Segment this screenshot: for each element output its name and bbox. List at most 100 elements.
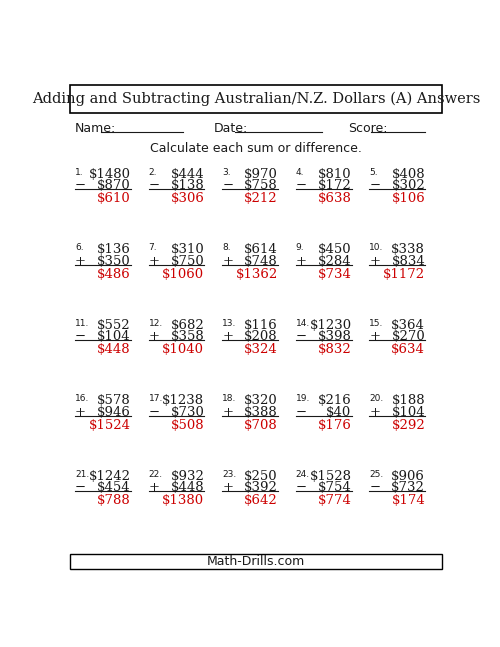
Text: −: − [148, 179, 160, 192]
Text: $358: $358 [170, 330, 204, 343]
Text: $136: $136 [97, 243, 130, 256]
Text: −: − [296, 406, 307, 419]
Text: $932: $932 [170, 470, 204, 483]
Text: $104: $104 [97, 330, 130, 343]
Text: $1238: $1238 [162, 394, 204, 407]
Text: Adding and Subtracting Australian/N.Z. Dollars (A) Answers: Adding and Subtracting Australian/N.Z. D… [32, 92, 480, 106]
Text: 24.: 24. [296, 470, 310, 479]
Text: $970: $970 [244, 168, 278, 181]
Text: $450: $450 [318, 243, 352, 256]
Text: 14.: 14. [296, 319, 310, 327]
Text: +: + [222, 330, 233, 343]
Text: $208: $208 [244, 330, 278, 343]
Text: 18.: 18. [222, 394, 236, 403]
Text: $212: $212 [244, 192, 278, 205]
Text: $1230: $1230 [310, 319, 352, 332]
Text: $750: $750 [170, 255, 204, 268]
Text: $758: $758 [244, 179, 278, 192]
Text: $732: $732 [392, 481, 425, 494]
Text: 7.: 7. [148, 243, 157, 252]
Text: $708: $708 [244, 419, 278, 432]
Text: $350: $350 [97, 255, 130, 268]
Text: $946: $946 [97, 406, 130, 419]
Text: −: − [296, 179, 307, 192]
Text: +: + [148, 481, 160, 494]
Text: 8.: 8. [222, 243, 231, 252]
Text: $1528: $1528 [310, 470, 352, 483]
Text: $832: $832 [318, 344, 352, 356]
Text: −: − [296, 330, 307, 343]
Text: $116: $116 [244, 319, 278, 332]
Text: +: + [148, 330, 160, 343]
Text: $682: $682 [170, 319, 204, 332]
Text: $392: $392 [244, 481, 278, 494]
Text: 20.: 20. [370, 394, 384, 403]
Text: −: − [296, 481, 307, 494]
Text: $486: $486 [97, 268, 130, 281]
Text: $284: $284 [318, 255, 352, 268]
Text: $906: $906 [392, 470, 425, 483]
Text: $174: $174 [392, 494, 425, 507]
Text: $1060: $1060 [162, 268, 204, 281]
Text: Date:: Date: [214, 122, 248, 135]
Text: +: + [148, 255, 160, 268]
Text: $454: $454 [97, 481, 130, 494]
Text: $138: $138 [170, 179, 204, 192]
Text: $310: $310 [170, 243, 204, 256]
Text: +: + [75, 406, 86, 419]
Text: Score:: Score: [348, 122, 387, 135]
Text: 17.: 17. [148, 394, 163, 403]
Text: $788: $788 [97, 494, 130, 507]
Text: 12.: 12. [148, 319, 163, 327]
Text: Name:: Name: [75, 122, 116, 135]
Bar [70, 85, 442, 113]
Text: $270: $270 [392, 330, 425, 343]
Text: $188: $188 [392, 394, 425, 407]
Text: $324: $324 [244, 344, 278, 356]
Text: −: − [148, 406, 160, 419]
Text: +: + [370, 406, 380, 419]
Text: $870: $870 [97, 179, 130, 192]
Text: $172: $172 [318, 179, 352, 192]
Text: $834: $834 [392, 255, 425, 268]
Text: $614: $614 [244, 243, 278, 256]
Text: +: + [222, 481, 233, 494]
Text: 19.: 19. [296, 394, 310, 403]
Text: $578: $578 [97, 394, 130, 407]
Text: $1380: $1380 [162, 494, 204, 507]
Text: $388: $388 [244, 406, 278, 419]
Text: $1480: $1480 [88, 168, 130, 181]
Text: 5.: 5. [370, 168, 378, 177]
Text: +: + [222, 406, 233, 419]
Text: $448: $448 [97, 344, 130, 356]
Text: $734: $734 [318, 268, 352, 281]
Text: −: − [370, 481, 380, 494]
Text: $730: $730 [170, 406, 204, 419]
Text: $104: $104 [392, 406, 425, 419]
Text: $748: $748 [244, 255, 278, 268]
Text: $40: $40 [326, 406, 351, 419]
Text: $176: $176 [318, 419, 352, 432]
Text: 2.: 2. [148, 168, 157, 177]
Text: $610: $610 [97, 192, 130, 205]
Text: $1040: $1040 [162, 344, 204, 356]
Text: $754: $754 [318, 481, 352, 494]
Text: $634: $634 [392, 344, 425, 356]
Text: $302: $302 [392, 179, 425, 192]
Text: +: + [370, 255, 380, 268]
Bar [70, 554, 442, 569]
Text: +: + [296, 255, 307, 268]
Text: $306: $306 [170, 192, 204, 205]
Text: $1242: $1242 [88, 470, 130, 483]
Text: $250: $250 [244, 470, 278, 483]
Text: 25.: 25. [370, 470, 384, 479]
Text: +: + [75, 255, 86, 268]
Text: 13.: 13. [222, 319, 236, 327]
Text: $338: $338 [392, 243, 425, 256]
Text: $552: $552 [97, 319, 130, 332]
Text: $448: $448 [170, 481, 204, 494]
Text: 11.: 11. [75, 319, 90, 327]
Text: 23.: 23. [222, 470, 236, 479]
Text: −: − [75, 330, 86, 343]
Text: Math-Drills.com: Math-Drills.com [207, 555, 306, 568]
